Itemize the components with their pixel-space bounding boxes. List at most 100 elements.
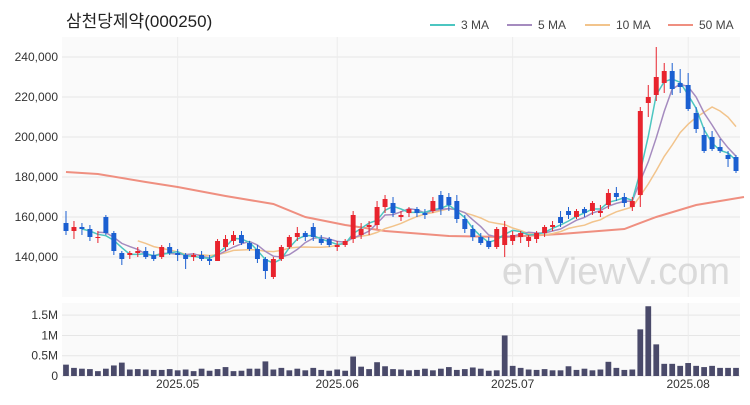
candle-body <box>127 253 133 255</box>
candle <box>566 207 571 219</box>
volume-bar <box>358 366 364 376</box>
volume-bar <box>549 370 556 376</box>
volume-bar <box>110 365 117 376</box>
candle <box>366 221 372 235</box>
volume-bar <box>733 367 739 376</box>
price-tick-label: 140,000 <box>15 250 59 264</box>
volume-bar <box>605 361 612 376</box>
candle-body <box>566 211 571 215</box>
candle <box>430 197 436 213</box>
candle-body <box>390 203 396 213</box>
candle-body <box>478 237 484 243</box>
candle-body <box>151 255 157 259</box>
candle-body <box>486 241 492 247</box>
candle <box>438 191 444 215</box>
volume-bar <box>445 367 452 376</box>
volume-bar <box>374 362 380 376</box>
candle <box>422 209 428 219</box>
candle <box>693 107 699 133</box>
volume-bar <box>461 369 468 376</box>
candle-body <box>454 201 460 219</box>
candle <box>486 237 492 249</box>
candle <box>653 47 659 101</box>
volume-bar <box>238 370 245 376</box>
candle-body <box>318 239 324 243</box>
candle <box>526 235 532 247</box>
candle-body <box>709 137 715 149</box>
candle <box>207 255 213 265</box>
candle <box>246 241 252 251</box>
candle <box>167 243 173 255</box>
volume-bar <box>390 369 396 376</box>
volume-tick-label: 1.5M <box>31 308 58 322</box>
volume-bar <box>422 368 428 376</box>
volume-bar <box>118 362 125 376</box>
candle-body <box>302 233 308 237</box>
candle <box>87 225 93 241</box>
volume-bar <box>222 367 229 376</box>
price-tick-label: 200,000 <box>15 130 59 144</box>
volume-bar <box>342 370 349 376</box>
candle <box>159 245 165 259</box>
volume-bar <box>214 369 221 376</box>
volume-bar <box>398 369 404 376</box>
candle-body <box>430 201 436 211</box>
volume-bar <box>589 370 596 376</box>
candle <box>581 207 587 217</box>
ma50-line-path <box>65 171 745 239</box>
candle <box>709 131 715 151</box>
volume-bar <box>469 367 476 376</box>
candle <box>262 257 268 279</box>
candle <box>199 251 205 261</box>
candle-body <box>103 217 109 233</box>
volume-bar <box>95 371 101 376</box>
candle-body <box>645 97 651 103</box>
volume-tick-label: 1M <box>41 328 58 342</box>
candle <box>733 155 739 173</box>
candle <box>286 235 292 249</box>
volume-bar <box>334 369 341 376</box>
volume-bar <box>382 366 388 376</box>
volume-bar <box>286 370 293 376</box>
volume-bar <box>414 369 420 376</box>
volume-bar <box>565 366 572 376</box>
candle <box>270 257 276 279</box>
volume-bar <box>126 369 133 376</box>
candle-body <box>167 247 173 253</box>
volume-bar <box>485 370 492 376</box>
candle-body <box>621 197 627 203</box>
volume-bar <box>302 370 309 376</box>
volume-bar <box>262 361 269 376</box>
volume-bar <box>310 367 317 376</box>
volume-bar <box>629 369 636 376</box>
volume-bar <box>669 363 676 376</box>
candle <box>278 245 284 261</box>
volume-bar <box>270 369 277 376</box>
candle-body <box>334 245 340 247</box>
volume-bar <box>653 344 660 376</box>
candle <box>494 227 500 249</box>
volume-bar <box>637 329 644 376</box>
candle-body <box>374 207 380 225</box>
candle-body <box>199 255 205 259</box>
candle <box>406 207 412 217</box>
candle-body <box>494 229 500 247</box>
candle-body <box>231 235 236 241</box>
volume-bar <box>150 369 157 376</box>
candle-body <box>677 83 683 87</box>
volume-bar <box>142 369 149 376</box>
candle-body <box>63 223 69 231</box>
candle-body <box>159 247 165 257</box>
candle <box>589 201 595 215</box>
candle <box>725 151 731 167</box>
candle <box>677 69 683 93</box>
candle-body <box>223 239 228 247</box>
candle-body <box>574 211 579 217</box>
volume-bar <box>206 370 213 376</box>
candle-body <box>693 113 699 129</box>
volume-bar <box>174 370 181 376</box>
candle <box>238 231 244 245</box>
date-axis: 2025.05 2025.06 2025.07 2025.08 <box>156 377 710 391</box>
candle <box>103 215 109 235</box>
candle-body <box>446 197 452 205</box>
